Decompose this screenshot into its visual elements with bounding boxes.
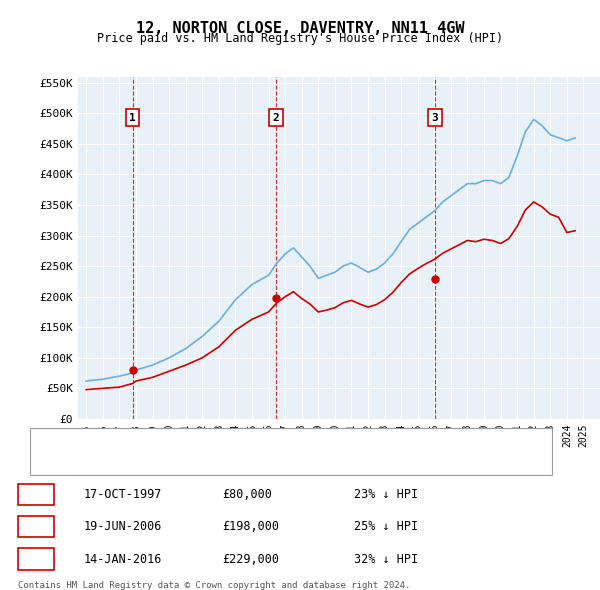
Text: 12, NORTON CLOSE, DAVENTRY, NN11 4GW: 12, NORTON CLOSE, DAVENTRY, NN11 4GW	[136, 21, 464, 35]
Text: 2: 2	[273, 113, 280, 123]
Text: 25% ↓ HPI: 25% ↓ HPI	[354, 520, 418, 533]
Text: 12, NORTON CLOSE, DAVENTRY, NN11 4GW (detached house): 12, NORTON CLOSE, DAVENTRY, NN11 4GW (de…	[87, 436, 418, 446]
Text: £229,000: £229,000	[222, 552, 279, 566]
Text: 23% ↓ HPI: 23% ↓ HPI	[354, 487, 418, 501]
Text: 19-JUN-2006: 19-JUN-2006	[84, 520, 163, 533]
Text: 32% ↓ HPI: 32% ↓ HPI	[354, 552, 418, 566]
Text: Contains HM Land Registry data © Crown copyright and database right 2024.
This d: Contains HM Land Registry data © Crown c…	[18, 581, 410, 590]
Text: 2: 2	[32, 522, 40, 532]
Text: 3: 3	[431, 113, 439, 123]
Text: £198,000: £198,000	[222, 520, 279, 533]
Text: 14-JAN-2016: 14-JAN-2016	[84, 552, 163, 566]
Text: 1: 1	[129, 113, 136, 123]
Text: HPI: Average price, detached house, West Northamptonshire: HPI: Average price, detached house, West…	[87, 457, 443, 467]
Text: Price paid vs. HM Land Registry's House Price Index (HPI): Price paid vs. HM Land Registry's House …	[97, 32, 503, 45]
Text: 1: 1	[32, 489, 40, 499]
Text: £80,000: £80,000	[222, 487, 272, 501]
Text: 3: 3	[32, 554, 40, 564]
Text: 17-OCT-1997: 17-OCT-1997	[84, 487, 163, 501]
